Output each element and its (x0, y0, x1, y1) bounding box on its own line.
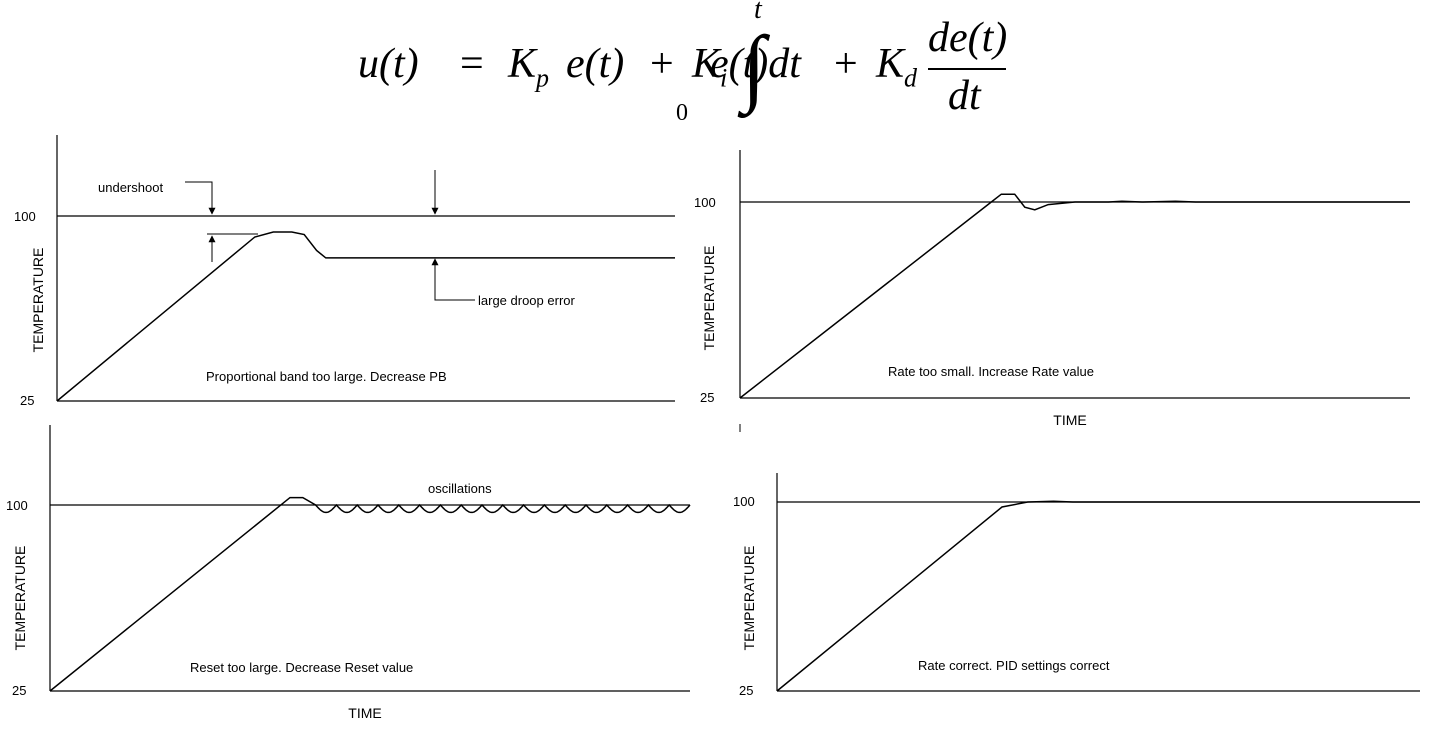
y-tick-25: 25 (700, 390, 714, 405)
eq-plus-2: + (834, 41, 858, 87)
eq-equals: = (460, 41, 484, 87)
caption: Proportional band too large. Decrease PB (206, 369, 447, 384)
eq-plus-1: + (650, 41, 674, 87)
oscillations-label: oscillations (428, 481, 492, 496)
temperature-curve (49, 496, 691, 692)
eq-numerator: de(t) (928, 15, 1008, 61)
panel-bottom-left: 100 25 TEMPERATURE TIME oscillations Res… (6, 425, 691, 721)
y-axis-label: TEMPERATURE (30, 248, 46, 353)
y-axis-label: TEMPERATURE (12, 546, 28, 651)
eq-lhs: u(t) (358, 41, 419, 87)
temperature-curve (739, 193, 1410, 399)
undershoot-label: undershoot (98, 180, 163, 195)
eq-term1: e(t) (566, 41, 625, 87)
x-axis-label: TIME (1053, 412, 1086, 428)
eq-integrand: e(t)dt (710, 41, 801, 87)
eq-denominator: dt (948, 73, 981, 119)
x-axis-label: TIME (348, 705, 381, 721)
y-tick-100: 100 (6, 498, 28, 513)
caption: Rate too small. Increase Rate value (888, 364, 1094, 379)
panel-top-right: 100 25 TEMPERATURE TIME Rate too small. … (694, 150, 1410, 432)
y-tick-25: 25 (20, 393, 34, 408)
undershoot-arrow (185, 181, 216, 215)
eq-upper-limit: t (754, 0, 762, 25)
temperature-curve (56, 231, 675, 402)
panel-top-left: 100 25 TEMPERATURE undershoot large droo… (14, 135, 675, 408)
droop-arrow-up (431, 258, 475, 301)
eq-ki: Ki (692, 41, 728, 93)
eq-integral-sign: ∫ (742, 18, 766, 114)
eq-kd: Kd (876, 41, 918, 93)
pid-equation: u(t) = Kp e(t) + Ki ∫ t 0 e(t)dt + Kd de… (340, 0, 1020, 130)
eq-lower-limit: 0 (676, 100, 688, 126)
y-tick-25: 25 (12, 683, 26, 698)
y-tick-100: 100 (14, 209, 36, 224)
temperature-curve (776, 500, 1420, 692)
y-axis-label: TEMPERATURE (741, 546, 757, 651)
panel-bottom-right: 100 25 TEMPERATURE Rate correct. PID set… (733, 473, 1420, 698)
droop-label: large droop error (478, 293, 575, 308)
y-tick-100: 100 (733, 494, 755, 509)
eq-fraction-bar (928, 68, 1006, 70)
y-tick-25: 25 (739, 683, 753, 698)
y-axis-label: TEMPERATURE (701, 246, 717, 351)
caption: Rate correct. PID settings correct (918, 658, 1110, 673)
y-tick-100: 100 (694, 195, 716, 210)
eq-kp: Kp (508, 41, 550, 93)
caption: Reset too large. Decrease Reset value (190, 660, 413, 675)
